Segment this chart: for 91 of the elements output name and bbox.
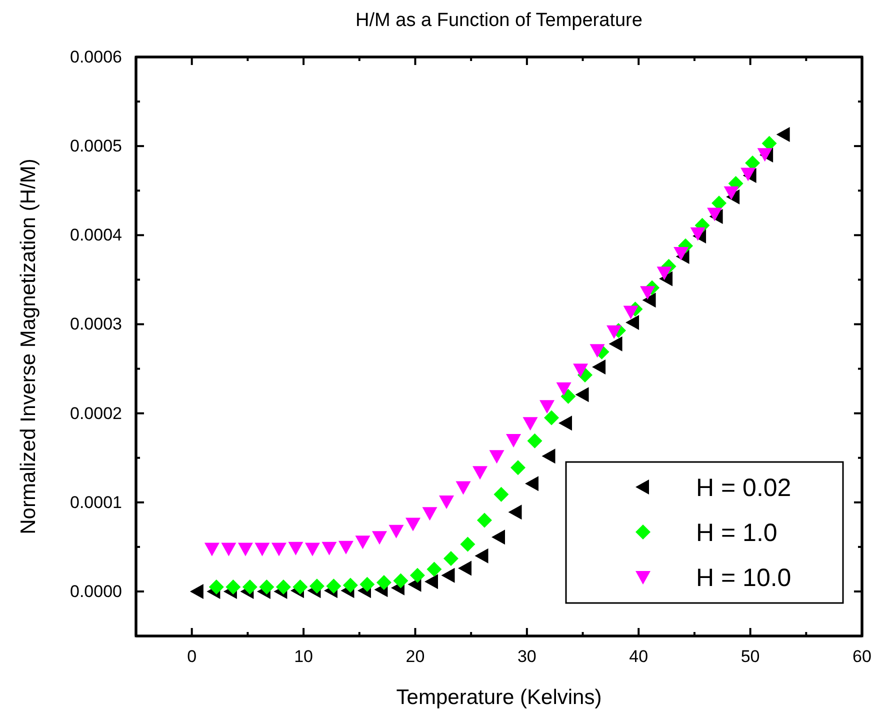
point	[707, 208, 722, 222]
x-tick-label: 10	[294, 647, 313, 666]
point	[426, 562, 442, 577]
y-tick-label: 0.0006	[70, 47, 122, 66]
point	[322, 542, 337, 556]
point	[372, 531, 387, 545]
point	[190, 584, 204, 599]
point	[573, 364, 588, 378]
point	[560, 388, 576, 404]
point	[410, 568, 425, 583]
x-axis-title: Temperature (Kelvins)	[396, 686, 602, 709]
point	[309, 578, 324, 594]
point	[674, 246, 689, 260]
y-axis-title: Normalized Inverse Magnetization (H/M)	[17, 158, 40, 534]
legend-label: H = 0.02	[696, 474, 792, 502]
point	[276, 580, 291, 595]
point	[304, 542, 320, 556]
point	[338, 540, 354, 554]
point	[393, 573, 408, 588]
point	[221, 542, 236, 556]
point	[542, 448, 556, 464]
point	[422, 507, 438, 521]
point	[656, 266, 672, 280]
point	[544, 410, 559, 426]
point	[558, 416, 572, 431]
point	[540, 400, 555, 414]
y-tick-label: 0.0005	[70, 136, 122, 156]
point	[508, 504, 522, 520]
point	[506, 434, 522, 448]
point	[242, 580, 258, 595]
point	[626, 314, 640, 330]
point	[388, 524, 404, 538]
point	[640, 286, 656, 300]
x-tick-label: 60	[852, 647, 872, 666]
point	[460, 536, 476, 552]
point	[642, 292, 656, 308]
point	[690, 227, 706, 241]
point	[525, 476, 539, 492]
point	[226, 580, 241, 595]
point	[443, 551, 458, 566]
legend-label: H = 10.0	[696, 564, 792, 592]
point	[623, 306, 638, 320]
point	[439, 495, 454, 509]
point	[590, 344, 605, 358]
point	[259, 580, 274, 595]
point	[204, 542, 220, 556]
point	[556, 382, 572, 396]
point	[208, 580, 224, 595]
point	[606, 325, 622, 339]
point	[472, 466, 488, 480]
y-tick-label: 0.0003	[70, 314, 122, 334]
chart-title: H/M as a Function of Temperature	[356, 10, 642, 31]
y-tick-label: 0.0004	[70, 226, 122, 245]
x-tick-label: 20	[406, 647, 425, 666]
point	[776, 126, 790, 142]
point	[522, 417, 538, 431]
point	[424, 574, 438, 590]
point	[271, 542, 286, 556]
point	[355, 536, 370, 550]
y-tick-label: 0.0002	[70, 404, 122, 423]
x-tick-label: 50	[740, 647, 760, 666]
point	[476, 512, 492, 528]
y-tick-label: 0.0001	[70, 492, 122, 512]
point	[474, 548, 488, 564]
legend-label: H = 1.0	[696, 519, 778, 547]
point	[376, 575, 392, 590]
point	[456, 481, 471, 495]
point	[326, 578, 342, 594]
point	[510, 460, 526, 476]
point	[575, 387, 589, 402]
x-tick-label: 0	[187, 647, 197, 666]
point	[441, 568, 455, 583]
point	[724, 186, 739, 200]
point	[527, 433, 542, 448]
point	[288, 542, 304, 556]
point	[494, 486, 509, 502]
point	[342, 578, 358, 593]
point	[405, 518, 420, 532]
point	[489, 450, 504, 464]
x-tick-label: 40	[629, 647, 648, 666]
point	[458, 560, 472, 576]
y-tick-label: 0.0000	[70, 582, 122, 601]
point	[492, 530, 505, 545]
point	[292, 580, 308, 595]
point	[238, 542, 253, 556]
point	[608, 336, 622, 352]
point	[254, 542, 270, 556]
point	[757, 148, 772, 162]
point	[592, 359, 606, 374]
point	[360, 576, 375, 592]
x-tick-label: 30	[517, 647, 536, 666]
